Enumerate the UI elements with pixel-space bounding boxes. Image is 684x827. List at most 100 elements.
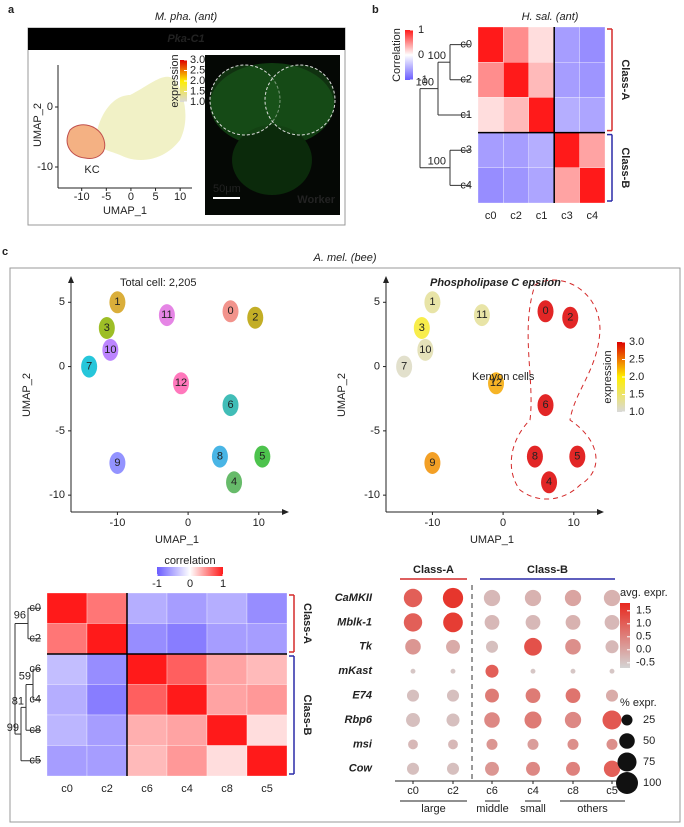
heatmap-cell	[126, 684, 168, 716]
cluster	[541, 471, 558, 494]
gene-label: E74	[352, 690, 372, 702]
dot	[565, 639, 581, 655]
dot	[526, 761, 540, 776]
heatmap-cell	[528, 97, 555, 133]
dot	[609, 668, 615, 674]
dot	[565, 688, 581, 703]
cluster	[102, 338, 119, 361]
dot	[570, 668, 576, 674]
dot	[605, 640, 619, 654]
dot	[484, 712, 500, 728]
heatmap-cell	[166, 684, 208, 716]
cluster	[222, 300, 239, 323]
x-tick-label: 0	[500, 517, 506, 529]
heatmap-cell	[554, 62, 580, 98]
cluster-label: 11	[476, 309, 487, 321]
y-axis-title: UMAP_2	[336, 373, 348, 417]
colorbar-tick-label: -1	[418, 74, 428, 86]
dot	[406, 689, 420, 702]
heatmap-cell	[579, 26, 606, 63]
cluster	[424, 452, 441, 474]
heatmap-cell	[46, 684, 88, 716]
heatmap-cell	[579, 97, 606, 133]
colorbar-tick-label: 3.0	[190, 54, 205, 66]
colorbar-tick-label: 0	[187, 578, 193, 590]
y-tick-label: 0	[374, 360, 380, 372]
cluster	[396, 355, 413, 378]
cluster	[254, 445, 271, 468]
cluster-label: 5	[259, 450, 265, 462]
cluster	[526, 445, 543, 468]
bootstrap-value: 99	[7, 722, 19, 734]
x-axis-title: UMAP_1	[103, 205, 147, 217]
heatmap-cell	[86, 623, 128, 655]
x-tick-label: -10	[109, 517, 125, 529]
colorbar-title: correlation	[164, 555, 215, 567]
group-label: others	[577, 803, 608, 815]
y-tick-label: -10	[37, 161, 53, 173]
group-label: small	[520, 803, 546, 815]
panel-title: H. sal. (ant)	[522, 11, 579, 23]
heatmap-cell	[503, 26, 529, 63]
dot	[602, 710, 622, 730]
panel-c-frame	[9, 267, 681, 823]
cluster	[537, 300, 554, 323]
colorbar-tick-label: 0.0	[636, 644, 651, 656]
heatmap-cell	[46, 623, 88, 655]
cluster-label: 6	[542, 399, 548, 411]
heatmap-cell	[554, 167, 580, 204]
heatmap-cell	[554, 97, 580, 133]
y-tick-label: 0	[47, 101, 53, 113]
heatmap-cell	[126, 745, 168, 777]
axis-arrow	[282, 509, 289, 515]
heatmap-cell	[206, 623, 248, 655]
cluster-label: 9	[114, 457, 120, 469]
dot	[605, 689, 619, 702]
heatmap-cell	[206, 653, 248, 685]
dot	[525, 688, 541, 703]
kc-cluster	[66, 124, 106, 159]
cluster-label: 9	[429, 457, 435, 469]
size-key-label: 25	[643, 714, 655, 726]
x-tick-label: -10	[74, 191, 90, 203]
heatmap-cell	[579, 132, 606, 168]
annotation: KC	[84, 164, 99, 176]
heatmap-cell	[166, 592, 208, 624]
cluster-label: 11	[161, 309, 172, 321]
heatmap-cell	[46, 653, 88, 685]
cluster-label: 1	[114, 296, 120, 308]
cluster	[569, 445, 586, 468]
heatmap-cell	[246, 592, 288, 624]
colorbar-tick-label: -0.5	[636, 657, 655, 669]
column-label: c0	[485, 210, 497, 222]
umap-cloud	[95, 76, 186, 160]
size-key	[621, 714, 633, 726]
cluster-label: 3	[104, 322, 110, 334]
colorbar-tick-label: 1.5	[636, 605, 651, 617]
colorbar-tick-label: 0	[418, 49, 424, 61]
column-label: c8	[567, 785, 579, 797]
cluster	[173, 372, 190, 395]
cluster-label: 12	[175, 377, 187, 389]
bootstrap-value: 96	[14, 609, 26, 621]
bootstrap-value: 81	[12, 695, 24, 707]
colorbar	[405, 30, 413, 80]
x-tick-label: 10	[253, 517, 265, 529]
dot	[565, 615, 581, 630]
colorbar-tick-label: 0.5	[636, 631, 651, 643]
cluster-label: 2	[252, 312, 258, 324]
heatmap-cell	[528, 62, 555, 98]
heatmap-cell	[86, 745, 128, 777]
dot	[567, 738, 579, 750]
umap-title: Phospholipase C epsilon	[430, 277, 561, 289]
colorbar-tick-label: 1	[220, 578, 226, 590]
heatmap-cell	[579, 62, 606, 98]
cluster-label: 4	[546, 476, 552, 488]
colorbar-tick-label: 2.5	[190, 64, 205, 76]
heatmap-cell	[528, 26, 555, 63]
heatmap-cell	[86, 684, 128, 716]
axis-arrow	[597, 509, 604, 515]
cluster-label: 3	[419, 322, 425, 334]
size-key	[617, 752, 637, 772]
gene-label: Tk	[359, 641, 373, 653]
